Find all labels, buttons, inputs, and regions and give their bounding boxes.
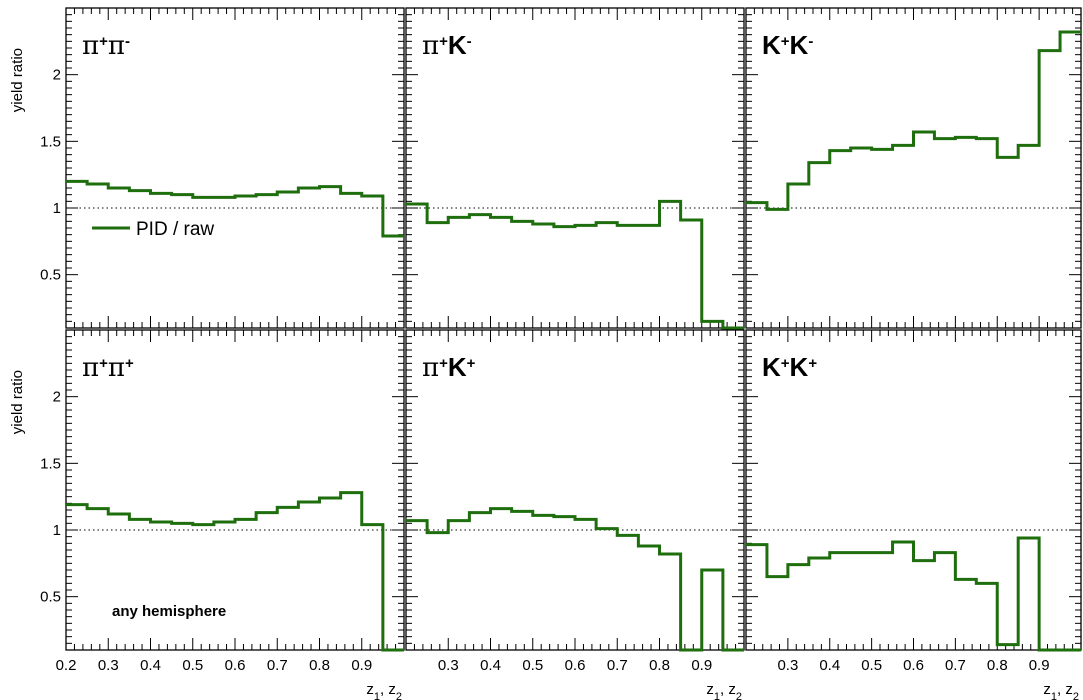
panel-label: π+π-: [82, 31, 130, 61]
x-tick-label: 0.8: [987, 657, 1008, 674]
x-tick-label: 0.9: [691, 657, 712, 674]
panel-label: K+K+: [762, 352, 817, 382]
x-axis-title: z1, z2: [1043, 681, 1079, 700]
x-tick-label: 0.6: [565, 657, 586, 674]
panel-label: π+π+: [82, 353, 134, 383]
panel-KK-unlike: K+K-: [745, 7, 1082, 329]
y-tick-label: 1: [53, 200, 61, 217]
panel-label: K+K-: [762, 30, 813, 60]
x-tick-label: 0.3: [438, 657, 459, 674]
y-tick-label: 2: [53, 67, 61, 84]
series-step-line: [406, 507, 744, 652]
series-step-line: [66, 491, 404, 652]
x-tick-label: 0.4: [819, 657, 840, 674]
x-tick-label: 0.5: [861, 657, 882, 674]
legend-label: PID / raw: [136, 219, 214, 240]
x-tick-label: 0.9: [1029, 657, 1050, 674]
x-tick-label: 0.5: [182, 657, 203, 674]
panel-label: π+K-: [422, 30, 472, 61]
y-tick-label: 1.5: [40, 133, 61, 150]
x-tick-label: 0.6: [225, 657, 246, 674]
y-tick-label: 0.5: [40, 589, 61, 606]
x-tick-label: 0.4: [140, 657, 161, 674]
panel-KK-like: 0.3 0.4 0.5 0.6 0.7 0.8 0.9 z1, z2 K+K+: [745, 329, 1082, 700]
panel-pipi-like: 0.5 1 1.5 2 yield ratio 0.2 0.3 0.4 0.5 0.6 0.7 0.8…: [9, 329, 405, 700]
panel-piK-unlike: π+K-: [405, 7, 745, 330]
series-step-line: [746, 536, 1081, 652]
x-tick-label: 0.4: [480, 657, 501, 674]
x-axis-title: z1, z2: [366, 681, 402, 700]
y-tick-label: 2: [53, 389, 61, 406]
x-tick-label: 0.6: [903, 657, 924, 674]
x-tick-label: 0.7: [945, 657, 966, 674]
x-tick-label: 0.7: [607, 657, 628, 674]
series-step-line: [746, 30, 1081, 211]
panel-label: π+K+: [422, 352, 476, 383]
panel-pipi-unlike: 0.5 1 1.5 2 yield ratio π+π- PID / raw: [9, 7, 405, 329]
x-tick-label: 0.3: [777, 657, 798, 674]
series-step-line: [406, 199, 744, 330]
x-tick-label: 0.3: [98, 657, 119, 674]
x-axis-title: z1, z2: [706, 681, 742, 700]
x-tick-label: 0.2: [56, 657, 77, 674]
panel-piK-like: 0.3 0.4 0.5 0.6 0.7 0.8 0.9 z1, z2 π+K+: [405, 329, 745, 700]
note-any-hemisphere: any hemisphere: [112, 603, 226, 620]
series-step-line: [66, 179, 404, 238]
x-tick-label: 0.5: [522, 657, 543, 674]
y-tick-label: 0.5: [40, 267, 61, 284]
x-tick-label: 0.8: [309, 657, 330, 674]
x-tick-label: 0.8: [649, 657, 670, 674]
x-tick-label: 0.7: [267, 657, 288, 674]
y-axis-title: yield ratio: [9, 370, 26, 434]
y-tick-label: 1.5: [40, 455, 61, 472]
x-tick-label: 0.9: [351, 657, 372, 674]
y-axis-title: yield ratio: [9, 48, 26, 112]
y-tick-label: 1: [53, 522, 61, 539]
